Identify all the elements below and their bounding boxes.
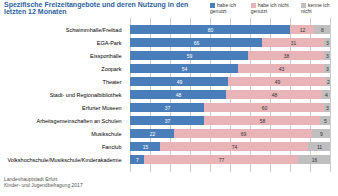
svg-text:54: 54 [182, 66, 188, 72]
html-text:habe ich genutzt: habe ich genutzt [210, 1, 236, 15]
svg-text:60: 60 [262, 105, 268, 111]
svg-text:3: 3 [326, 66, 329, 72]
html-text:habe ich nicht genutzt: habe ich nicht genutzt [250, 1, 289, 15]
svg-text:Musikschule: Musikschule [91, 131, 121, 137]
svg-text:43: 43 [279, 66, 285, 72]
svg-text:8: 8 [321, 27, 324, 33]
svg-text:49: 49 [275, 79, 281, 85]
svg-text:59: 59 [187, 53, 193, 59]
svg-text:37: 37 [165, 105, 171, 111]
svg-text:69: 69 [241, 131, 247, 137]
svg-text:Eissporthalle: Eissporthalle [90, 53, 122, 59]
svg-text:Zoopark: Zoopark [101, 66, 121, 72]
svg-text:11: 11 [317, 144, 322, 150]
svg-text:Arbeitsgemeinschaften an Schul: Arbeitsgemeinschaften an Schulen [37, 118, 122, 124]
svg-text:22: 22 [150, 131, 156, 137]
svg-text:12: 12 [300, 27, 306, 33]
svg-text:77: 77 [219, 157, 225, 163]
svg-text:Erfurter Museen: Erfurter Museen [82, 105, 121, 111]
svg-text:48: 48 [272, 92, 278, 98]
svg-text:31: 31 [291, 40, 297, 46]
svg-text:Volkshochschule/Musikschule/Ki: Volkshochschule/Musikschule/Kinderakadem… [7, 157, 121, 163]
svg-text:48: 48 [176, 92, 182, 98]
svg-text:9: 9 [320, 131, 323, 137]
svg-text:74: 74 [232, 144, 238, 150]
svg-text:66: 66 [194, 40, 200, 46]
svg-text:2: 2 [327, 79, 330, 85]
svg-text:5: 5 [324, 118, 327, 124]
html-text:kenne ich nicht: kenne ich nicht [301, 1, 330, 15]
svg-text:3: 3 [326, 53, 329, 59]
svg-text:49: 49 [177, 79, 183, 85]
svg-text:3: 3 [326, 105, 329, 111]
svg-text:58: 58 [260, 118, 266, 124]
html-text:Spezifische Freizeitangebote u: Spezifische Freizeitangebote und deren N… [4, 1, 189, 15]
svg-text:Theater: Theater [103, 79, 122, 85]
svg-text:80: 80 [208, 27, 214, 33]
html-text:Landeshauptstadt Erfurt: Landeshauptstadt Erfurt [4, 176, 58, 182]
svg-text:37: 37 [165, 118, 171, 124]
svg-text:4: 4 [325, 92, 328, 98]
svg-text:3: 3 [326, 40, 329, 46]
svg-text:15: 15 [143, 144, 149, 150]
svg-text:16: 16 [312, 157, 318, 163]
svg-text:Stadt- und Regionalbibliothek: Stadt- und Regionalbibliothek [50, 92, 122, 98]
svg-text:Fanclub: Fanclub [102, 144, 122, 150]
svg-text:Schwimmhalle/Freibad: Schwimmhalle/Freibad [66, 27, 122, 33]
svg-text:EGA-Park: EGA-Park [97, 40, 122, 46]
html-text:Kinder- und Jugendbefragung 20: Kinder- und Jugendbefragung 2017 [4, 182, 83, 188]
svg-text:7: 7 [136, 157, 139, 163]
svg-text:38: 38 [284, 53, 290, 59]
